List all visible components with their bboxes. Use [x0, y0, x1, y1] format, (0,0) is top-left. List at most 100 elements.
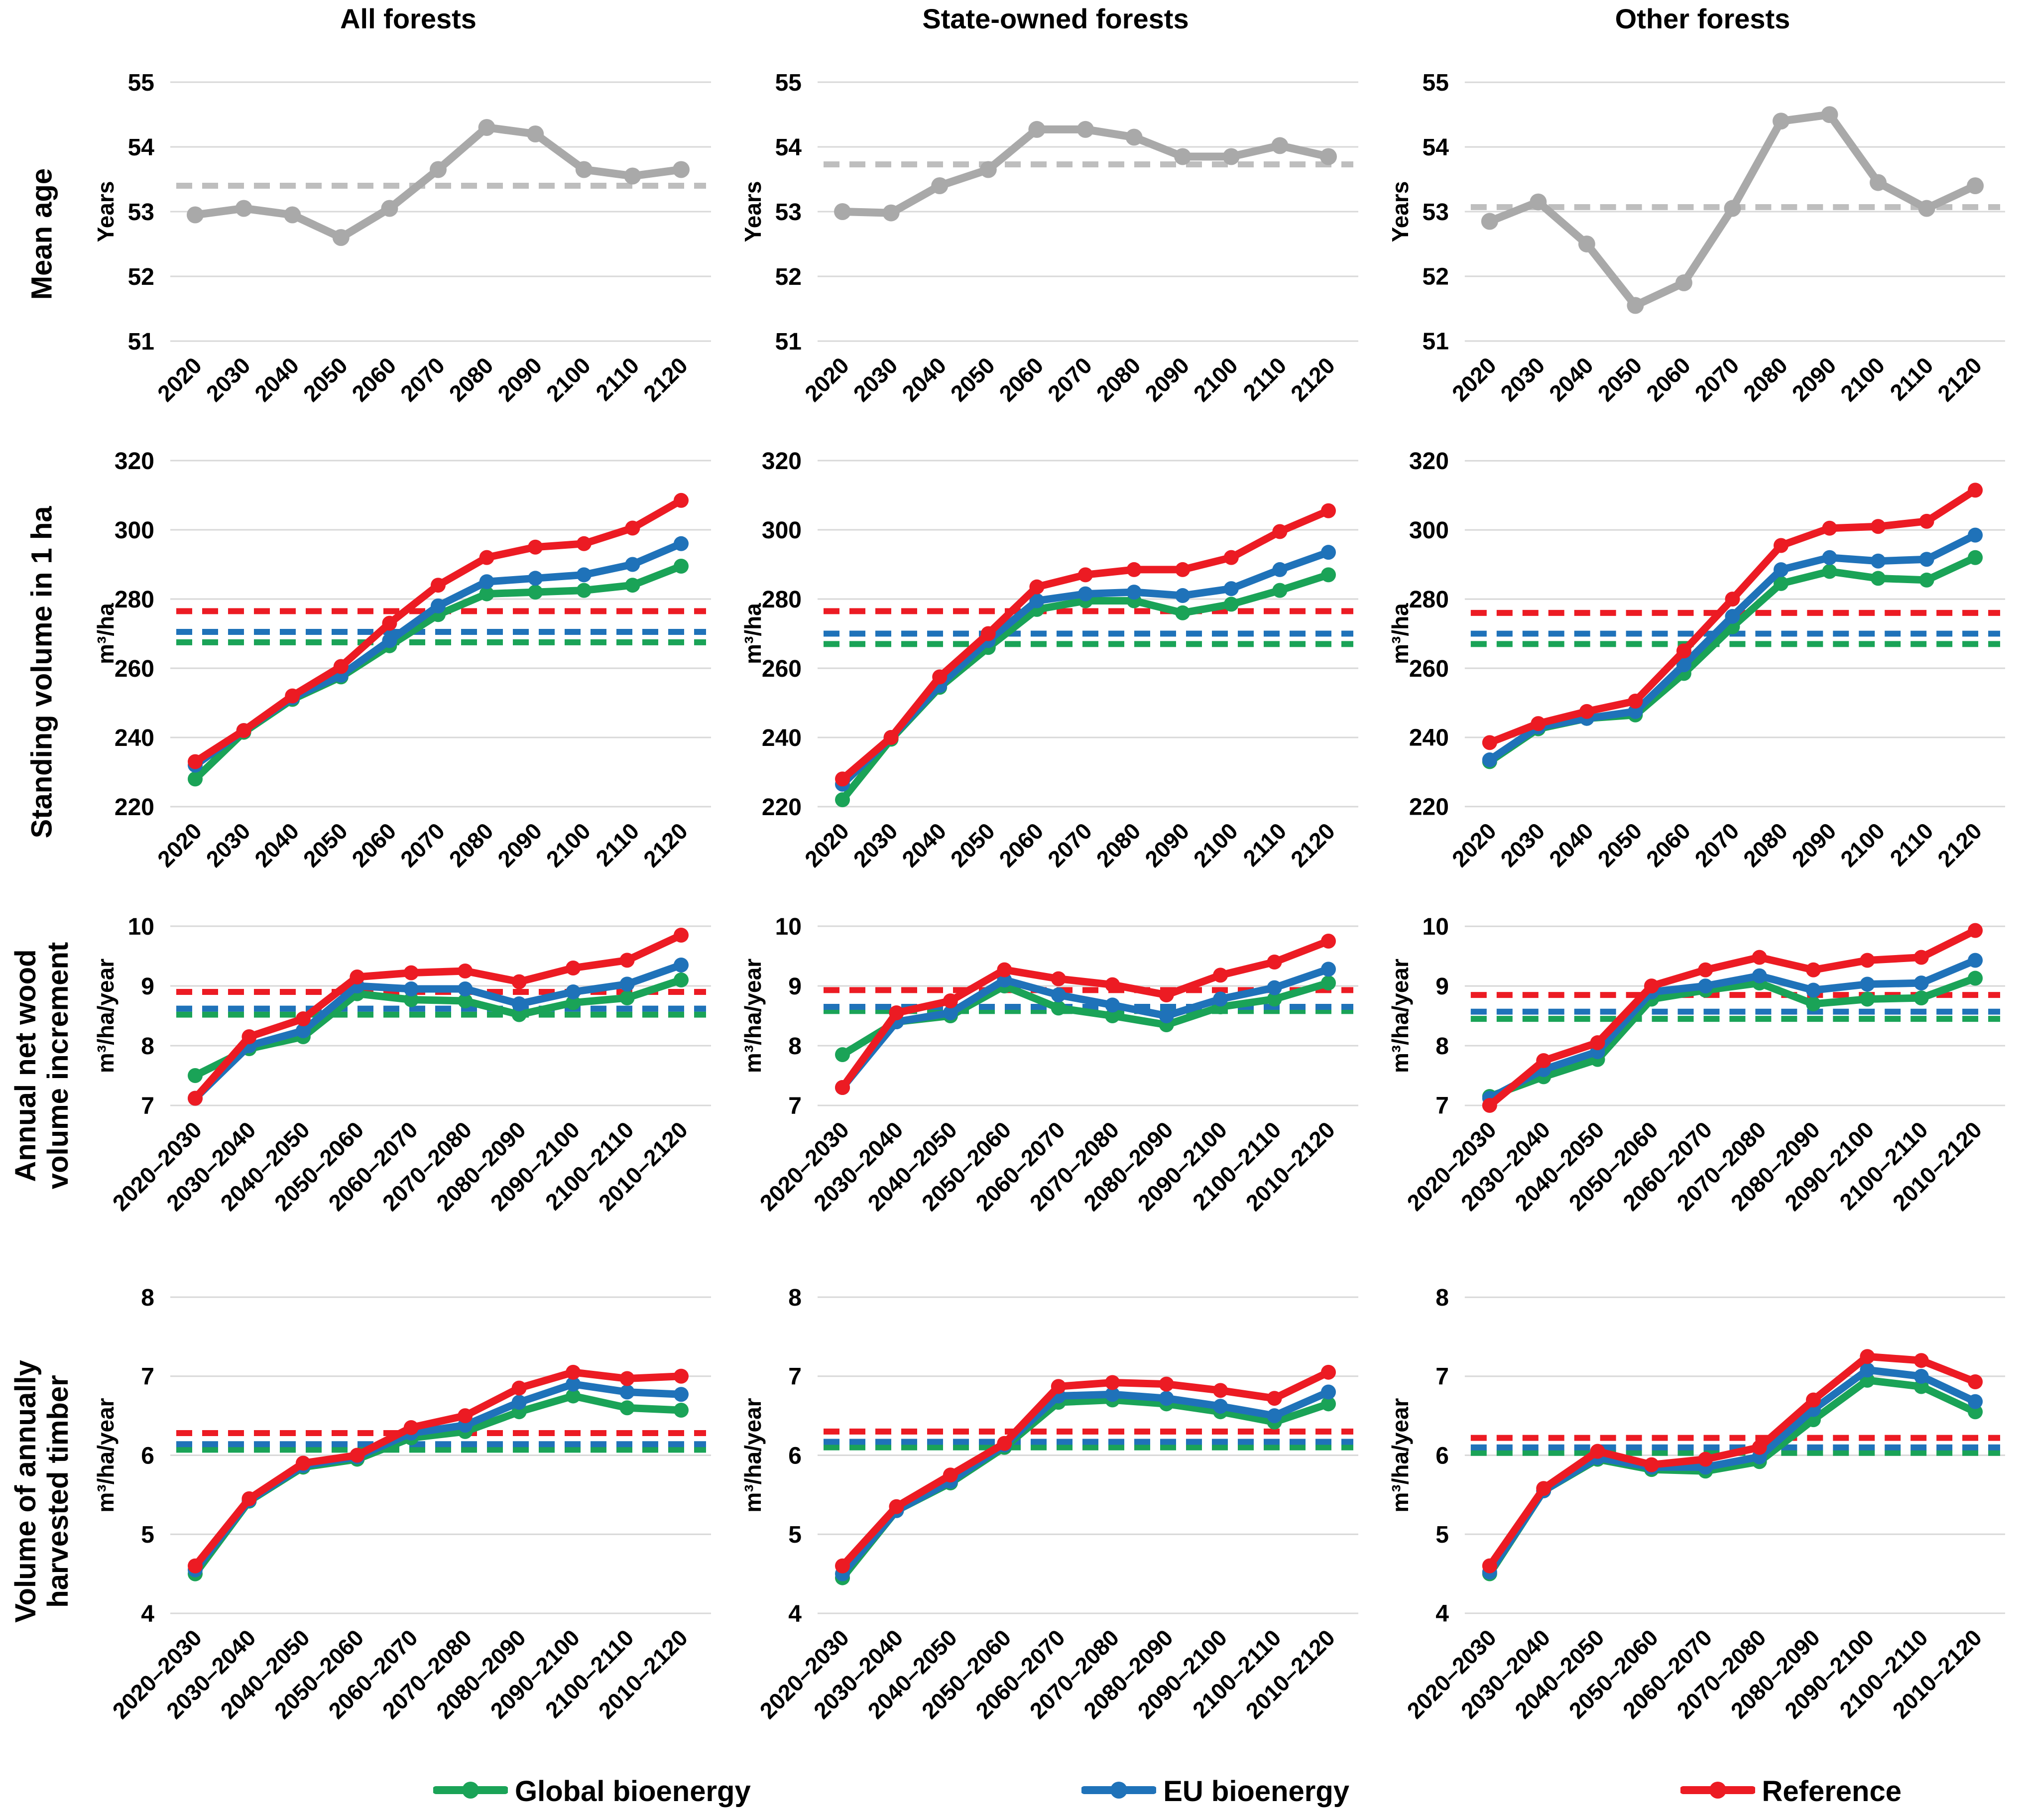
data-point [1968, 550, 1983, 565]
data-point [1267, 1391, 1282, 1406]
data-point [1968, 1404, 1983, 1420]
x-tick-label: 2080 [1091, 352, 1146, 406]
data-point [674, 928, 689, 943]
data-point [1531, 716, 1546, 731]
data-point [1223, 581, 1239, 597]
y-tick-label: 55 [1423, 70, 1449, 96]
data-point [458, 1408, 473, 1424]
x-tick-label: 2090 [1140, 352, 1194, 406]
data-point [1213, 1383, 1228, 1398]
y-tick-label: 5 [1435, 1522, 1449, 1548]
data-point [1968, 923, 1983, 938]
series-line [191, 123, 685, 242]
data-point [835, 1047, 850, 1062]
data-point [458, 981, 473, 996]
x-tick-label: 2030 [1495, 352, 1549, 406]
x-tick-label: 2020 [152, 818, 207, 872]
data-point [1968, 483, 1983, 498]
data-point [566, 995, 581, 1010]
data-point [1579, 704, 1594, 719]
data-point [1272, 524, 1288, 539]
data-point [566, 1388, 581, 1404]
data-point [1752, 950, 1767, 965]
data-point [1968, 971, 1983, 986]
chart-svg: 78910m³/ha/year2020–20302030–20402040–20… [93, 914, 711, 1216]
data-point [576, 583, 592, 598]
y-tick-label: 6 [788, 1443, 802, 1469]
data-point [619, 1384, 635, 1400]
y-tick-label: 9 [788, 973, 802, 1000]
data-point [1175, 588, 1191, 604]
x-tick-label: 2090 [492, 818, 547, 872]
series-line [838, 125, 1332, 217]
data-point [528, 539, 543, 555]
data-point [382, 633, 397, 648]
data-point [1860, 991, 1875, 1007]
y-tick-label: 52 [128, 264, 154, 290]
x-tick-label: 2060 [347, 818, 401, 872]
chart-volume-increment-all-forests: 7 8 9 10 m³/ha/year 2020–2030 2030–2040 2040–20… [85, 911, 732, 1220]
legend-marker-global-bioenergy-icon [432, 1779, 509, 1804]
data-point [625, 578, 640, 593]
x-tick-label: 2080 [1738, 818, 1792, 872]
data-point [1590, 1444, 1605, 1459]
y-tick-label: 53 [775, 199, 802, 226]
data-point [1590, 1035, 1605, 1051]
x-tick-label: 2050 [298, 352, 353, 406]
x-tick-label: 2030 [848, 818, 903, 872]
data-point [882, 204, 900, 222]
data-point [1105, 1387, 1120, 1402]
data-point [527, 125, 544, 142]
data-point [997, 1436, 1012, 1451]
data-point [381, 200, 398, 217]
chart-svg: 78910m³/ha/year2020–20302030–20402040–20… [1387, 914, 2006, 1216]
data-point [1822, 550, 1837, 565]
y-axis-unit-label: m³/ha/year [93, 959, 119, 1073]
data-point [1536, 1053, 1551, 1068]
data-point [674, 958, 689, 972]
x-tick-label: 2020 [800, 818, 854, 872]
row-label-mean-age: Mean age [25, 168, 58, 300]
data-point [1321, 962, 1336, 977]
data-point [511, 1380, 527, 1396]
y-tick-label: 54 [128, 134, 155, 161]
data-point [1175, 562, 1191, 577]
x-tick-label: 2080 [444, 352, 498, 406]
series-line [838, 1388, 1332, 1578]
series-line [838, 1368, 1332, 1570]
x-tick-label: 2050 [298, 818, 353, 872]
data-point [1267, 991, 1282, 1007]
data-point [1077, 121, 1094, 138]
data-point [1860, 1362, 1875, 1378]
data-point [1482, 1558, 1497, 1574]
y-tick-label: 7 [1435, 1364, 1449, 1390]
x-tick-label: 2080 [1091, 818, 1146, 872]
data-point [980, 626, 996, 641]
chart-standing-volume-all-forests: 220 240 260 280 300 320 m³/ha 2020 2030 2040 2050 2… [85, 433, 732, 911]
y-tick-label: 51 [128, 329, 154, 355]
x-tick-label: 2050 [946, 352, 1000, 406]
chart-svg: 45678m³/ha/year2020–20302030–20402040–20… [93, 1285, 711, 1724]
data-point [1913, 990, 1929, 1006]
data-point [1725, 592, 1740, 607]
chart-mean-age-other-forests: 51 52 53 54 55 Years 2020 2030 2040 2050 2060 2070 2… [1379, 35, 2026, 433]
data-point [943, 993, 958, 1008]
x-tick-label: 2060 [347, 352, 401, 406]
y-tick-label: 8 [1435, 1033, 1449, 1060]
y-axis-unit-label: m³/ha [93, 603, 119, 664]
x-tick-label: 2060 [994, 352, 1048, 406]
data-point [1321, 1396, 1336, 1412]
x-tick-label: 2040 [1544, 352, 1598, 406]
x-tick-label: 2020 [800, 352, 854, 406]
x-tick-label: 2030 [201, 352, 255, 406]
y-tick-label: 220 [762, 794, 802, 821]
data-point [1105, 977, 1120, 992]
data-point [1968, 1374, 1983, 1390]
data-point [403, 992, 419, 1007]
data-point [1628, 693, 1643, 709]
data-point [1968, 1394, 1983, 1409]
data-point [1321, 545, 1336, 560]
data-point [625, 520, 640, 536]
data-point [1175, 605, 1191, 620]
y-tick-label: 53 [1423, 199, 1449, 226]
